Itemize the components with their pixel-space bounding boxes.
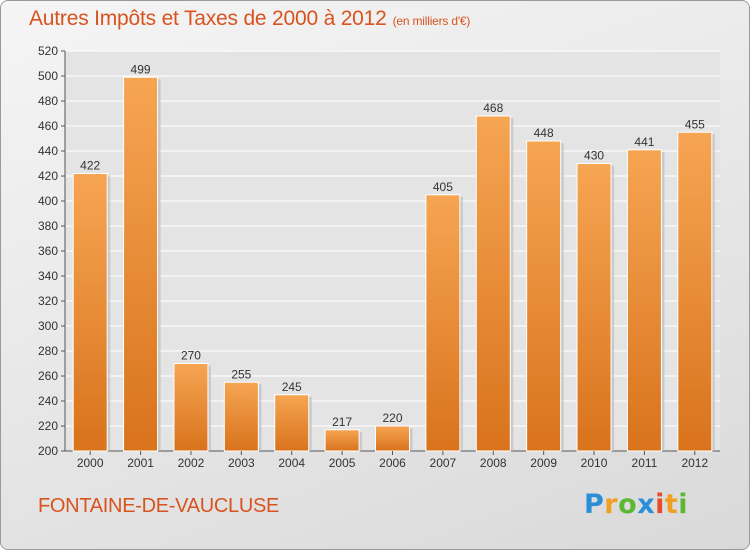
- bar-value-label: 270: [181, 349, 201, 363]
- y-tick-label: 400: [38, 194, 58, 208]
- x-tick-label: 2005: [329, 456, 356, 470]
- x-tick-label: 2002: [178, 456, 205, 470]
- chart-unit: (en milliers d'€): [392, 14, 471, 28]
- y-tick-label: 280: [38, 344, 58, 358]
- commune-name: FONTAINE-DE-VAUCLUSE: [38, 495, 280, 517]
- x-tick-label: 2000: [77, 456, 104, 470]
- proxiti-logo: Proxiti: [584, 489, 688, 520]
- y-tick-label: 520: [38, 44, 58, 58]
- bar-value-label: 455: [685, 117, 705, 131]
- y-tick-label: 380: [38, 219, 58, 233]
- y-tick-label: 480: [38, 94, 58, 108]
- y-tick-label: 360: [38, 244, 58, 258]
- x-tick-label: 2009: [530, 456, 557, 470]
- x-tick-label: 2003: [228, 456, 255, 470]
- x-tick-label: 2011: [632, 456, 658, 470]
- y-tick-label: 220: [38, 419, 58, 433]
- y-tick-label: 460: [38, 119, 58, 133]
- bar: [677, 131, 713, 452]
- logo-letter: o: [618, 489, 638, 520]
- x-tick-label: 2004: [278, 456, 305, 470]
- y-tick-label: 440: [38, 144, 58, 158]
- bar: [72, 173, 108, 452]
- logo-letter: i: [655, 489, 665, 520]
- bar: [626, 149, 662, 452]
- bar-value-label: 255: [231, 367, 251, 381]
- bar: [375, 425, 410, 452]
- x-tick-label: 2010: [581, 456, 608, 470]
- bar-value-label: 499: [131, 62, 151, 76]
- bar-value-label: 217: [332, 415, 352, 429]
- bar: [475, 115, 511, 452]
- bar-value-label: 422: [80, 159, 100, 173]
- y-tick-label: 320: [38, 294, 58, 308]
- bar-value-label: 220: [382, 411, 402, 425]
- logo-letter: i: [678, 489, 689, 520]
- bar: [324, 429, 360, 452]
- chart-title-text: Autres Impôts et Taxes de 2000 à 2012: [29, 7, 387, 30]
- bar: [425, 194, 461, 452]
- y-tick-label: 260: [38, 369, 58, 383]
- y-tick-label: 420: [38, 169, 58, 183]
- y-tick-label: 300: [38, 319, 58, 333]
- logo-letter: t: [664, 489, 679, 520]
- bar: [223, 381, 259, 452]
- bar-value-label: 430: [584, 149, 604, 163]
- x-tick-label: 2008: [480, 456, 507, 470]
- bar-value-label: 448: [534, 126, 554, 140]
- x-tick-label: 2001: [127, 456, 154, 470]
- bar: [274, 394, 310, 452]
- bar-value-label: 405: [433, 180, 453, 194]
- x-tick-label: 2012: [681, 456, 708, 470]
- bar-value-label: 441: [634, 135, 654, 149]
- logo-letter: P: [584, 489, 605, 520]
- bar: [173, 363, 209, 452]
- x-tick-label: 2007: [430, 456, 457, 470]
- bar: [576, 163, 612, 452]
- logo-letter: x: [637, 489, 656, 520]
- y-tick-label: 200: [38, 444, 58, 458]
- y-tick-label: 240: [38, 394, 58, 408]
- bar: [123, 76, 159, 452]
- y-tick-label: 340: [38, 269, 58, 283]
- logo-letter: r: [604, 489, 619, 520]
- chart-title: Autres Impôts et Taxes de 2000 à 2012 (en…: [29, 7, 470, 31]
- x-tick-label: 2006: [379, 456, 406, 470]
- bar: [526, 140, 562, 452]
- y-tick-label: 500: [38, 69, 58, 83]
- bar-value-label: 468: [483, 101, 503, 115]
- bar-value-label: 245: [282, 380, 302, 394]
